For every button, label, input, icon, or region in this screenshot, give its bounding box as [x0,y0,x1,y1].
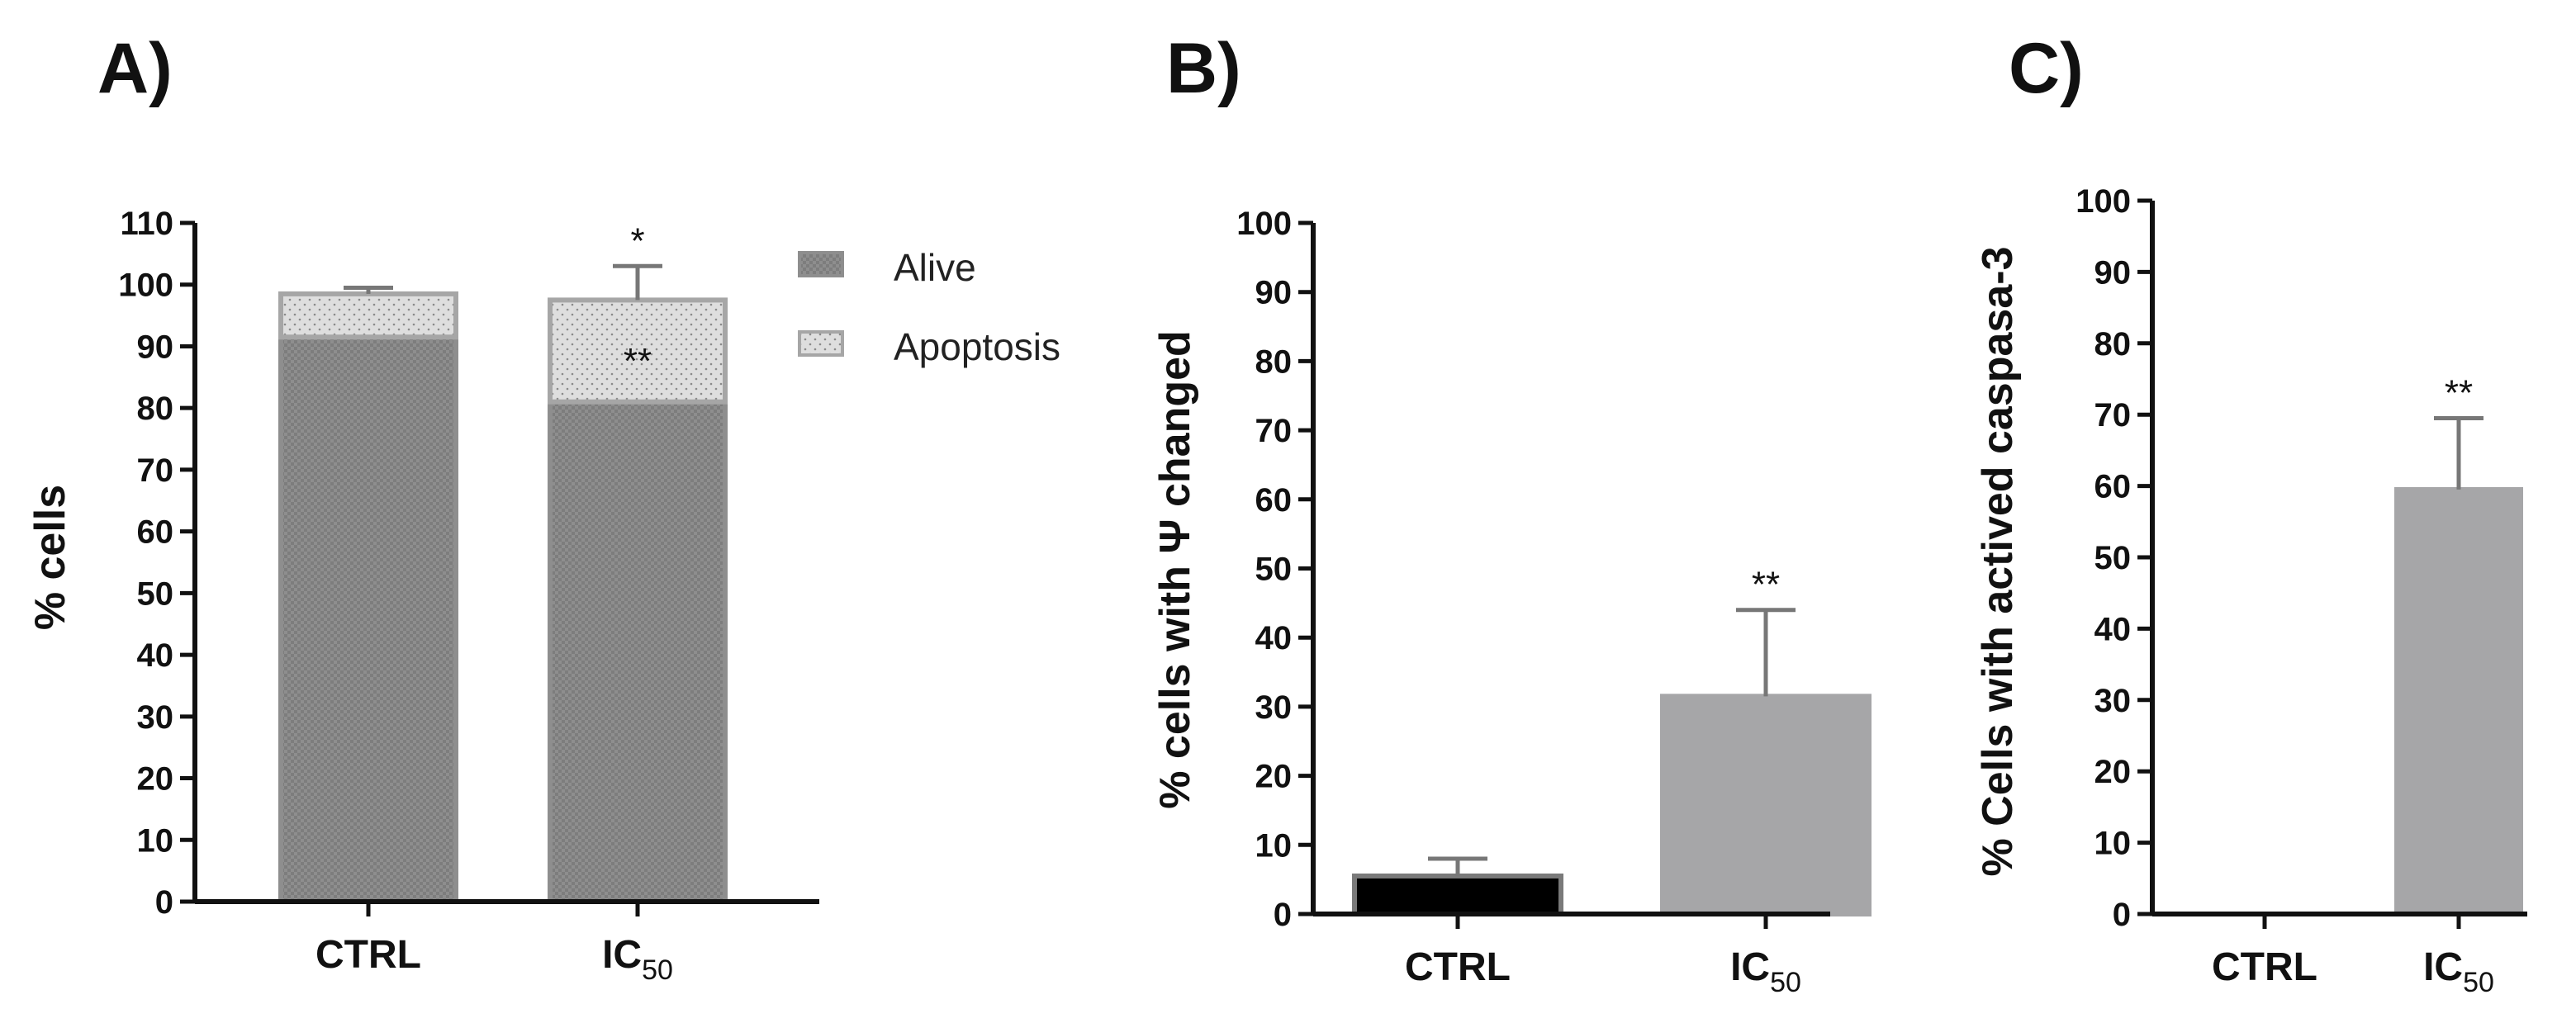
panel-a-y-axis-title: % cells [26,485,74,630]
y-tick-label: 70 [1255,413,1293,449]
panel-c-label: C) [2009,29,2084,108]
y-tick-label: 100 [118,268,173,304]
y-tick-label: 10 [137,822,174,859]
y-tick-label: 100 [1236,206,1292,242]
panel-a-x-axis: CTRL IC50 [195,899,819,986]
y-tick-label: 110 [120,206,173,242]
panel-c-y-ticks: 0 10 20 30 40 50 60 70 80 90 100 [2076,183,2155,933]
y-tick-label: 70 [2094,397,2132,433]
x-tick-label: CTRL [1405,945,1511,989]
y-tick-label: 10 [1255,827,1293,864]
y-tick-label: 90 [2094,254,2132,291]
y-tick-label: 60 [1255,482,1293,519]
panel-a-y-ticks: 0 10 20 30 40 50 60 70 80 90 100 110 [118,206,197,921]
significance-label: ** [624,341,652,381]
y-tick-label: 90 [137,329,174,365]
legend-label-alive: Alive [894,246,976,289]
y-tick-label: 80 [1255,343,1293,380]
y-tick-label: 20 [137,761,174,798]
panel-c-y-axis-title: % Cells with actived caspasa-3 [1974,246,2022,876]
bar-alive [548,399,728,904]
panel-a-bars: *** [278,220,728,904]
panel-b-x-axis: CTRL IC50 [1313,912,1830,998]
y-tick-label: 50 [1255,552,1293,588]
significance-label: ** [1752,565,1780,605]
significance-label: ** [2445,373,2473,414]
panel-c-bars: ** [2394,373,2523,916]
y-tick-label: 50 [2094,540,2132,576]
y-tick-label: 0 [155,884,173,921]
x-tick-label: CTRL [315,933,421,977]
y-tick-label: 100 [2076,183,2131,220]
panel-c: C) % Cells with actived caspasa-3 0 10 20 3… [1974,29,2527,998]
significance-label: * [630,220,644,261]
y-tick-label: 30 [1255,689,1293,726]
bar [1352,873,1563,916]
y-tick-label: 0 [2113,897,2131,933]
y-tick-label: 80 [137,391,174,427]
panel-b-label: B) [1166,29,1241,108]
y-tick-label: 40 [137,637,174,674]
y-tick-label: 30 [137,699,174,736]
panel-b: B) % cells with Ψ changed 0 10 20 30 40 50 60 7… [1151,29,1872,998]
panel-b-bars: ** [1352,565,1872,916]
y-tick-label: 10 [2094,826,2132,862]
panel-b-y-axis-title: % cells with Ψ changed [1151,330,1199,809]
x-tick-label: IC50 [1730,945,1801,998]
y-tick-label: 30 [2094,683,2132,719]
y-tick-label: 90 [1255,275,1293,311]
bar [2394,486,2523,916]
y-tick-label: 40 [2094,611,2132,647]
y-tick-label: 70 [137,452,174,489]
legend-swatch-apoptosis [798,330,844,357]
y-tick-label: 40 [1255,620,1293,656]
y-tick-label: 60 [137,514,174,551]
y-tick-label: 60 [2094,469,2132,505]
legend-swatch-alive [798,251,844,277]
bar [1660,694,1872,916]
y-tick-label: 20 [2094,754,2132,790]
x-tick-label: CTRL [2212,945,2317,989]
panel-c-x-axis: CTRL IC50 [2152,912,2527,998]
y-tick-label: 50 [137,575,174,612]
x-tick-label: IC50 [602,933,673,986]
x-tick-label: IC50 [2423,945,2494,998]
panel-a-label: A) [97,29,173,108]
y-tick-label: 0 [1274,897,1292,933]
panel-b-y-ticks: 0 10 20 30 40 50 60 70 80 90 100 [1236,206,1316,933]
bar-apoptosis [278,291,458,340]
y-tick-label: 80 [2094,326,2132,362]
panel-a-legend: Alive Apoptosis [798,246,1060,368]
legend-label-apoptosis: Apoptosis [894,325,1060,368]
bar-alive [278,334,458,904]
y-tick-label: 20 [1255,759,1293,795]
